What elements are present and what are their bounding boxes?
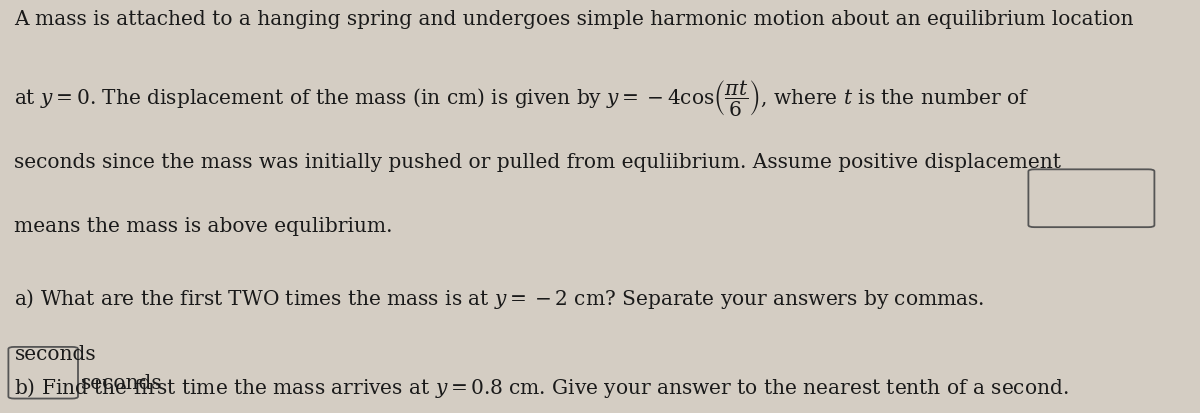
Text: seconds: seconds [80, 374, 162, 393]
Text: at $y = 0$. The displacement of the mass (in cm) is given by $y = -4\cos\!\left(: at $y = 0$. The displacement of the mass… [14, 78, 1030, 119]
Text: b) Find the first time the mass arrives at $y = 0.8$ cm. Give your answer to the: b) Find the first time the mass arrives … [14, 376, 1069, 400]
Text: A mass is attached to a hanging spring and undergoes simple harmonic motion abou: A mass is attached to a hanging spring a… [14, 10, 1134, 29]
Text: seconds: seconds [14, 345, 96, 364]
Text: seconds since the mass was initially pushed or pulled from equliibrium. Assume p: seconds since the mass was initially pus… [14, 153, 1062, 172]
Text: means the mass is above equlibrium.: means the mass is above equlibrium. [14, 217, 392, 236]
FancyBboxPatch shape [8, 347, 78, 399]
FancyBboxPatch shape [1028, 169, 1154, 227]
Text: a) What are the first TWO times the mass is at $y = -2$ cm? Separate your answer: a) What are the first TWO times the mass… [14, 287, 985, 311]
